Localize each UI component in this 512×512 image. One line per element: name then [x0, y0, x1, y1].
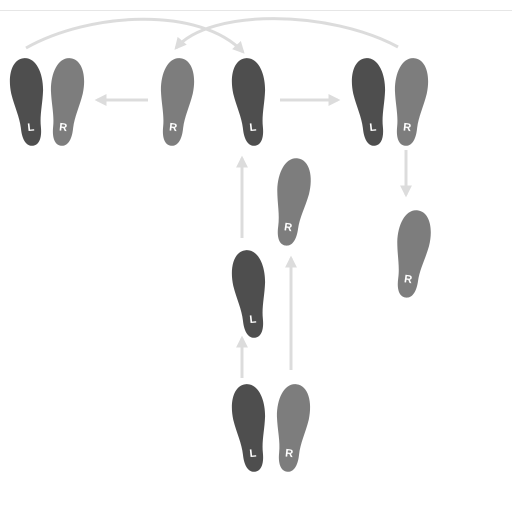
arc-arrow-left-to-center	[25, 17, 245, 54]
footprint-left: L	[7, 56, 50, 148]
footprint-right: R	[270, 382, 313, 474]
footprint-right-label: R	[284, 447, 293, 460]
footprint-right-label: R	[168, 121, 177, 134]
footprint-left: L	[349, 56, 392, 148]
footprint-right: R	[154, 56, 197, 148]
footprint-left: L	[229, 248, 272, 340]
footprint-left-label: L	[249, 121, 257, 134]
footprint-right-label: R	[283, 221, 293, 234]
footprint-left-label: L	[249, 447, 257, 460]
footprint-left: L	[229, 56, 272, 148]
footprint-left-label: L	[249, 313, 257, 326]
footprint-left: L	[229, 382, 272, 474]
footprint-right: R	[44, 56, 87, 148]
footprint-right-label: R	[403, 273, 413, 286]
footprint-left-label: L	[27, 121, 35, 134]
footprint-right-label: R	[58, 121, 67, 134]
footprint-right: R	[269, 156, 315, 248]
footprint-right-label: R	[402, 121, 411, 134]
top-rule	[0, 10, 512, 11]
footprint-right: R	[388, 56, 431, 148]
footprint-right: R	[389, 208, 435, 300]
arc-arrow-right-to-center	[174, 17, 399, 50]
footprint-left-label: L	[369, 121, 377, 134]
